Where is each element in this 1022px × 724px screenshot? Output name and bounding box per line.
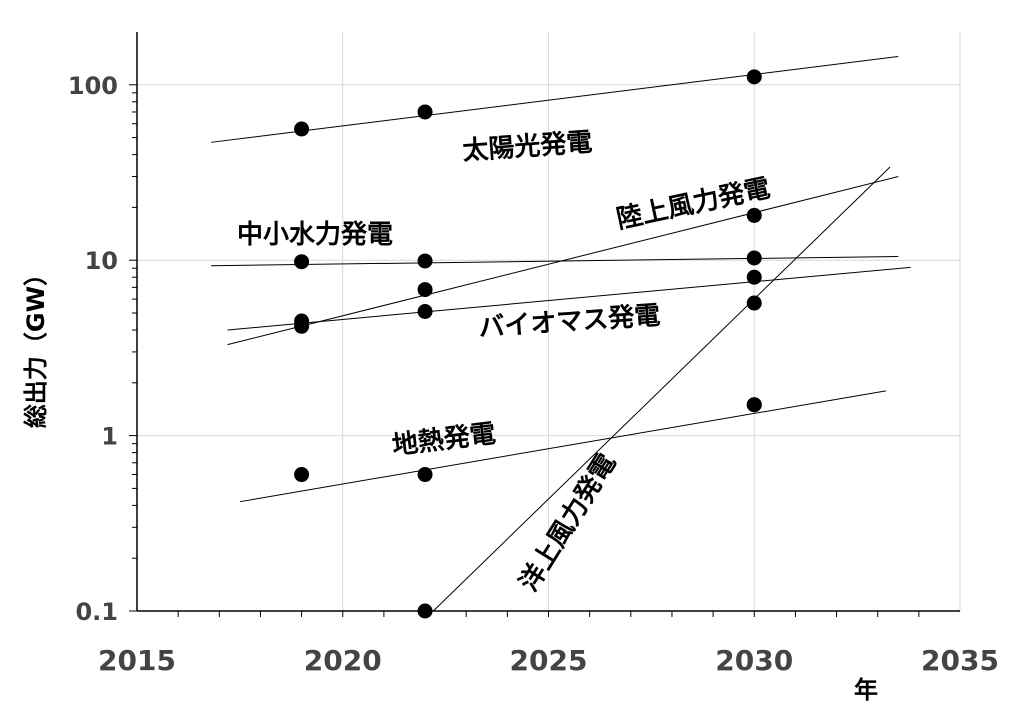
data-point xyxy=(417,303,433,319)
x-tick-label: 2030 xyxy=(715,644,793,677)
series-label: 太陽光発電 xyxy=(462,128,594,167)
x-tick-label: 2020 xyxy=(304,644,382,677)
data-point xyxy=(746,250,762,266)
x-tick-label: 2025 xyxy=(510,644,588,677)
data-point xyxy=(417,282,433,298)
series-label: 洋上風力発電 xyxy=(513,448,622,597)
data-point xyxy=(294,121,310,137)
y-tick-label: 10 xyxy=(85,247,118,275)
trend-line xyxy=(227,266,911,331)
x-tick-label: 2035 xyxy=(921,644,999,677)
trend-line xyxy=(211,255,899,267)
data-point xyxy=(746,69,762,85)
data-point xyxy=(294,467,310,483)
data-point xyxy=(417,603,433,619)
x-axis-title: 年 xyxy=(854,676,878,704)
x-tick-label: 2015 xyxy=(98,644,176,677)
data-point xyxy=(746,207,762,223)
y-axis-title: 総出力（GW） xyxy=(22,262,50,428)
series-label: 中小水力発電 xyxy=(237,220,393,250)
data-point xyxy=(294,254,310,270)
axes: 2015 2020 2025 2030 2035 0.1 1 10 100 xyxy=(68,32,999,677)
y-tick-label: 0.1 xyxy=(75,598,118,626)
series-label: 地熱発電 xyxy=(391,419,498,461)
data-point xyxy=(417,467,433,483)
trend-line xyxy=(432,166,891,612)
trend-line xyxy=(211,56,899,143)
trend-line xyxy=(239,390,887,503)
data-points xyxy=(294,69,762,619)
data-point xyxy=(746,295,762,311)
trend-lines xyxy=(211,56,911,612)
data-point xyxy=(294,313,310,329)
series-label: 陸上風力発電 xyxy=(614,173,773,235)
data-point xyxy=(746,397,762,413)
data-point xyxy=(417,253,433,269)
data-point xyxy=(417,104,433,120)
data-point xyxy=(746,269,762,285)
y-tick-label: 1 xyxy=(101,423,118,451)
y-tick-label: 100 xyxy=(68,72,118,100)
series-label: バイオマス発電 xyxy=(478,301,662,344)
